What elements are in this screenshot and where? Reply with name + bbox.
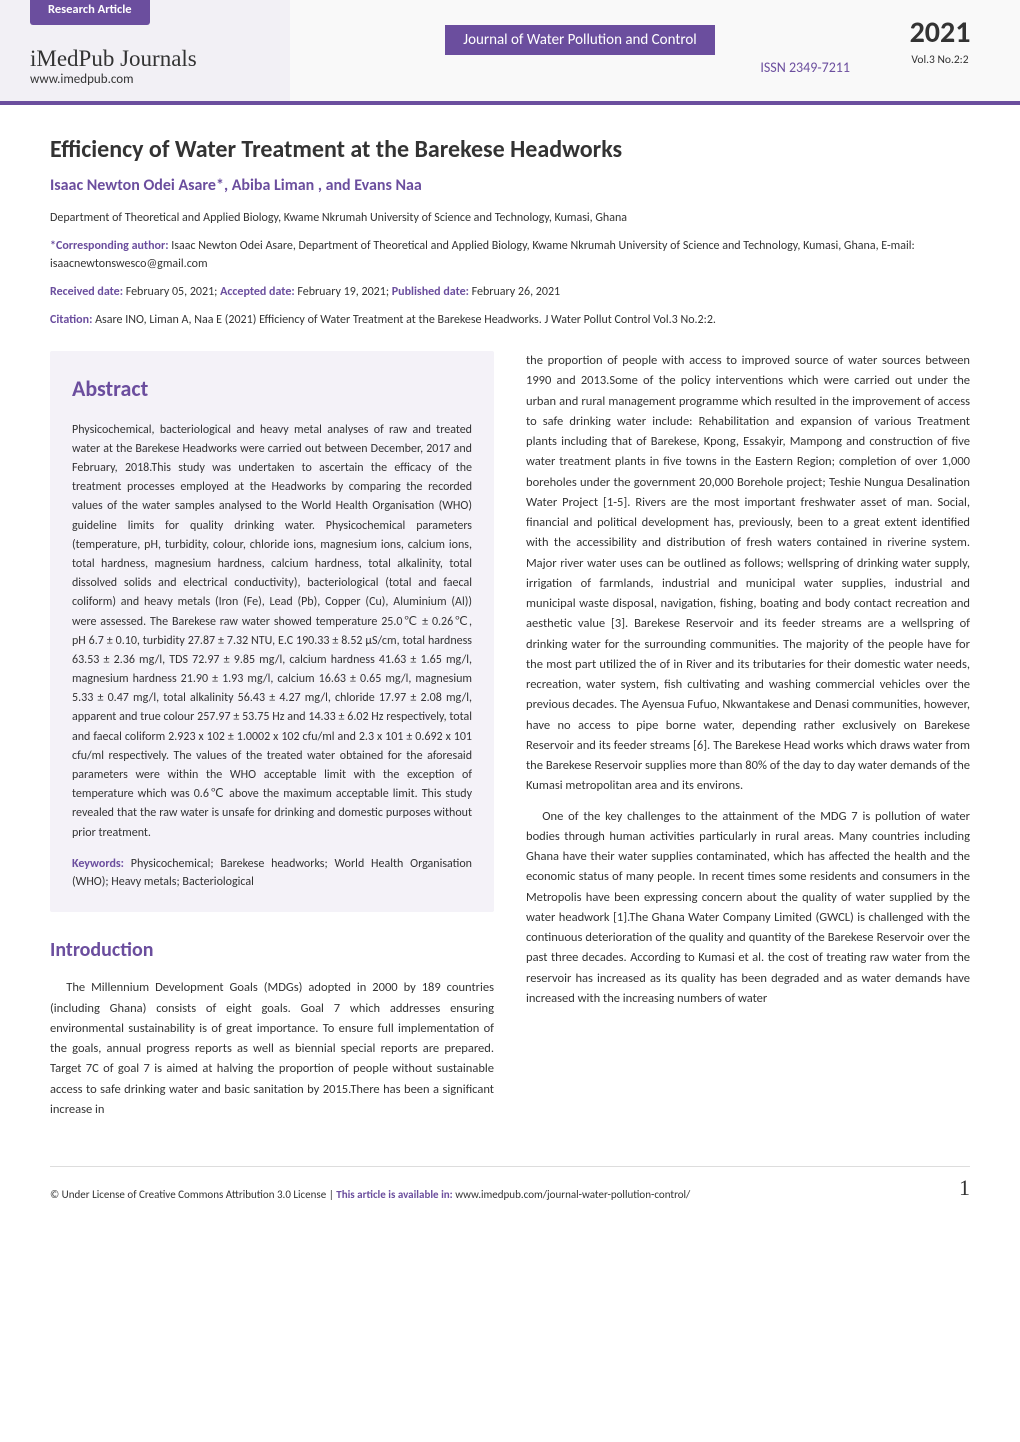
keywords-label: Keywords: xyxy=(72,857,124,871)
body-columns: Abstract Physicochemical, bacteriologica… xyxy=(50,351,970,1130)
page-number: 1 xyxy=(959,1175,970,1201)
citation-text: Asare INO, Liman A, Naa E (2021) Efficie… xyxy=(92,313,716,327)
abstract-box: Abstract Physicochemical, bacteriologica… xyxy=(50,351,494,912)
citation-label: Citation: xyxy=(50,313,92,327)
intro-paragraph-1: The Millennium Development Goals (MDGs) … xyxy=(50,978,494,1120)
publication-year: 2021 xyxy=(890,14,990,51)
abstract-body: Physicochemical, bacteriological and hea… xyxy=(72,421,472,843)
issue-block: 2021 Vol.3 No.2:2 xyxy=(870,0,1020,101)
volume-issue: Vol.3 No.2:2 xyxy=(890,53,990,67)
page-footer: © Under License of Creative Commons Attr… xyxy=(50,1166,970,1201)
corresponding-text: Isaac Newton Odei Asare, Department of T… xyxy=(50,239,915,271)
introduction-heading: Introduction xyxy=(50,934,494,966)
article-title: Efficiency of Water Treatment at the Bar… xyxy=(50,135,970,164)
abstract-heading: Abstract xyxy=(72,371,472,407)
publication-dates: Received date: February 05, 2021; Accept… xyxy=(50,283,970,301)
intro-paragraph-2: the proportion of people with access to … xyxy=(526,351,970,797)
corresponding-label: *Corresponding author: xyxy=(50,239,169,253)
article-type-badge: Research Article xyxy=(30,0,150,25)
keywords-line: Keywords: Physicochemical; Barekese head… xyxy=(72,855,472,892)
right-column: the proportion of people with access to … xyxy=(526,351,970,1130)
author-affiliation: Department of Theoretical and Applied Bi… xyxy=(50,209,970,227)
publisher-name: iMedPub Journals xyxy=(30,46,260,72)
license-text: © Under License of Creative Commons Attr… xyxy=(50,1188,336,1201)
keywords-text: Physicochemical; Barekese headworks; Wor… xyxy=(72,857,472,890)
intro-paragraph-3: One of the key challenges to the attainm… xyxy=(526,807,970,1010)
published-date: February 26, 2021 xyxy=(469,285,560,299)
publisher-block: Research Article iMedPub Journals www.im… xyxy=(0,0,290,101)
received-date: February 05, 2021; xyxy=(123,285,220,299)
footer-left: © Under License of Creative Commons Attr… xyxy=(50,1188,690,1201)
journal-issn: ISSN 2349-7211 xyxy=(760,59,850,76)
publisher-url[interactable]: www.imedpub.com xyxy=(30,72,260,87)
author-list: Isaac Newton Odei Asare*, Abiba Liman , … xyxy=(50,176,970,195)
journal-title-block: Journal of Water Pollution and Control I… xyxy=(290,0,870,101)
accepted-date: February 19, 2021; xyxy=(295,285,392,299)
journal-header: Research Article iMedPub Journals www.im… xyxy=(0,0,1020,105)
received-label: Received date: xyxy=(50,285,123,299)
published-label: Published date: xyxy=(392,285,469,299)
article-citation: Citation: Asare INO, Liman A, Naa E (202… xyxy=(50,311,970,329)
availability-label: This article is available in: xyxy=(336,1188,452,1201)
corresponding-author: *Corresponding author: Isaac Newton Odei… xyxy=(50,237,970,273)
availability-url[interactable]: www.imedpub.com/journal-water-pollution-… xyxy=(455,1188,690,1201)
accepted-label: Accepted date: xyxy=(220,285,295,299)
journal-title: Journal of Water Pollution and Control xyxy=(445,25,714,55)
left-column: Abstract Physicochemical, bacteriologica… xyxy=(50,351,494,1130)
